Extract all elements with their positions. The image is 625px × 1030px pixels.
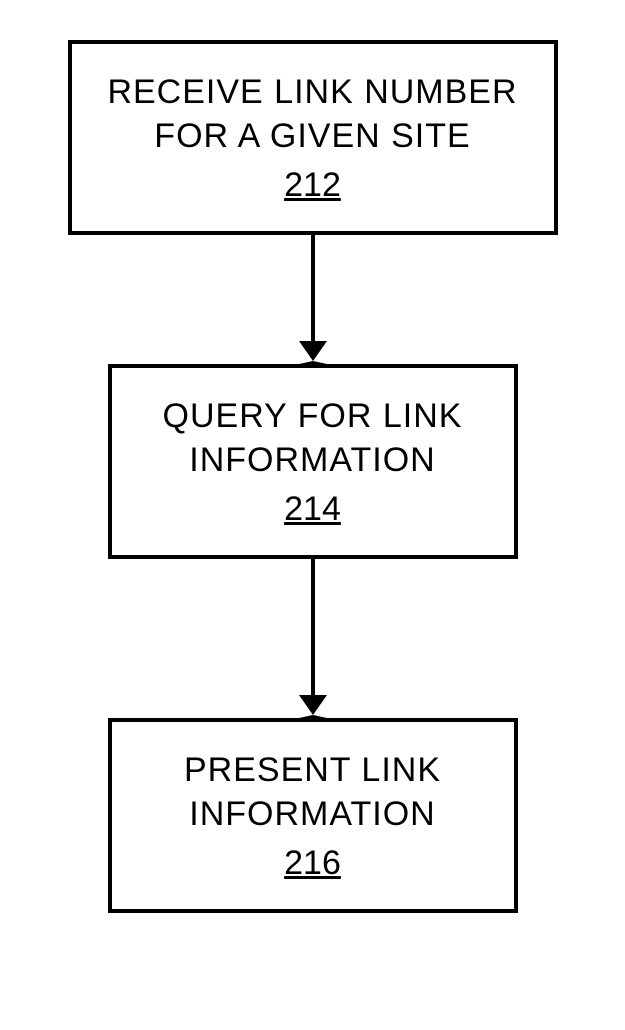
flow-node-present: PRESENT LINK INFORMATION 216: [108, 718, 518, 913]
flow-arrow: [299, 235, 327, 364]
node-text-line1: QUERY FOR LINK: [163, 394, 463, 438]
flow-arrow: [299, 559, 327, 718]
node-text-line2: FOR A GIVEN SITE: [154, 114, 470, 158]
arrow-head-icon: [299, 341, 327, 364]
node-ref: 214: [284, 490, 341, 529]
node-ref: 212: [284, 166, 341, 205]
arrow-line: [311, 559, 315, 695]
flowchart-container: RECEIVE LINK NUMBER FOR A GIVEN SITE 212…: [68, 40, 558, 913]
node-text-line2: INFORMATION: [189, 792, 435, 836]
flow-node-query: QUERY FOR LINK INFORMATION 214: [108, 364, 518, 559]
flow-node-receive: RECEIVE LINK NUMBER FOR A GIVEN SITE 212: [68, 40, 558, 235]
node-text-line1: RECEIVE LINK NUMBER: [107, 70, 517, 114]
node-text-line2: INFORMATION: [189, 438, 435, 482]
arrow-line: [311, 235, 315, 341]
node-text-line1: PRESENT LINK: [184, 748, 441, 792]
arrow-head-icon: [299, 695, 327, 718]
node-ref: 216: [284, 844, 341, 883]
